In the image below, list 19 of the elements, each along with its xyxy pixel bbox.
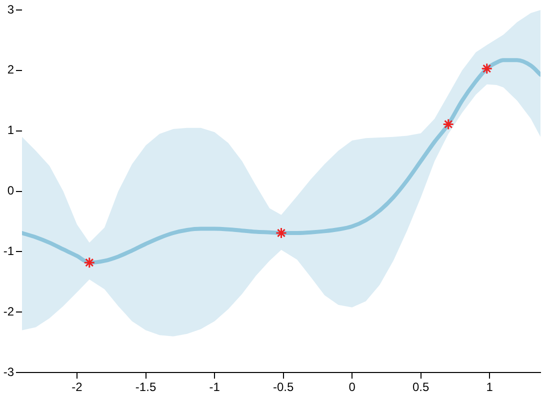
point xyxy=(481,62,493,74)
y-tick-label: -3 xyxy=(3,364,14,379)
y-tick-label: -2 xyxy=(3,304,14,318)
point xyxy=(84,256,96,268)
point xyxy=(276,227,287,239)
point xyxy=(442,118,454,130)
x-tick-label: 0.5 xyxy=(412,380,430,394)
y-tick-label: 2 xyxy=(7,62,14,77)
x-tick-label: -0.5 xyxy=(272,380,294,394)
y-tick-label: -1 xyxy=(3,244,14,258)
x-tick-label: 1 xyxy=(486,380,494,394)
x-tick-label: 0 xyxy=(348,380,356,394)
x-tick-label: -1 xyxy=(209,380,220,394)
x-tick-label: -2 xyxy=(72,380,83,394)
y-tick-label: 3 xyxy=(7,2,14,16)
line-series xyxy=(22,58,540,265)
x-tick-label: -1.5 xyxy=(135,380,156,394)
y-tick-label: 1 xyxy=(7,123,14,138)
y-tick-label: 0 xyxy=(7,184,14,198)
